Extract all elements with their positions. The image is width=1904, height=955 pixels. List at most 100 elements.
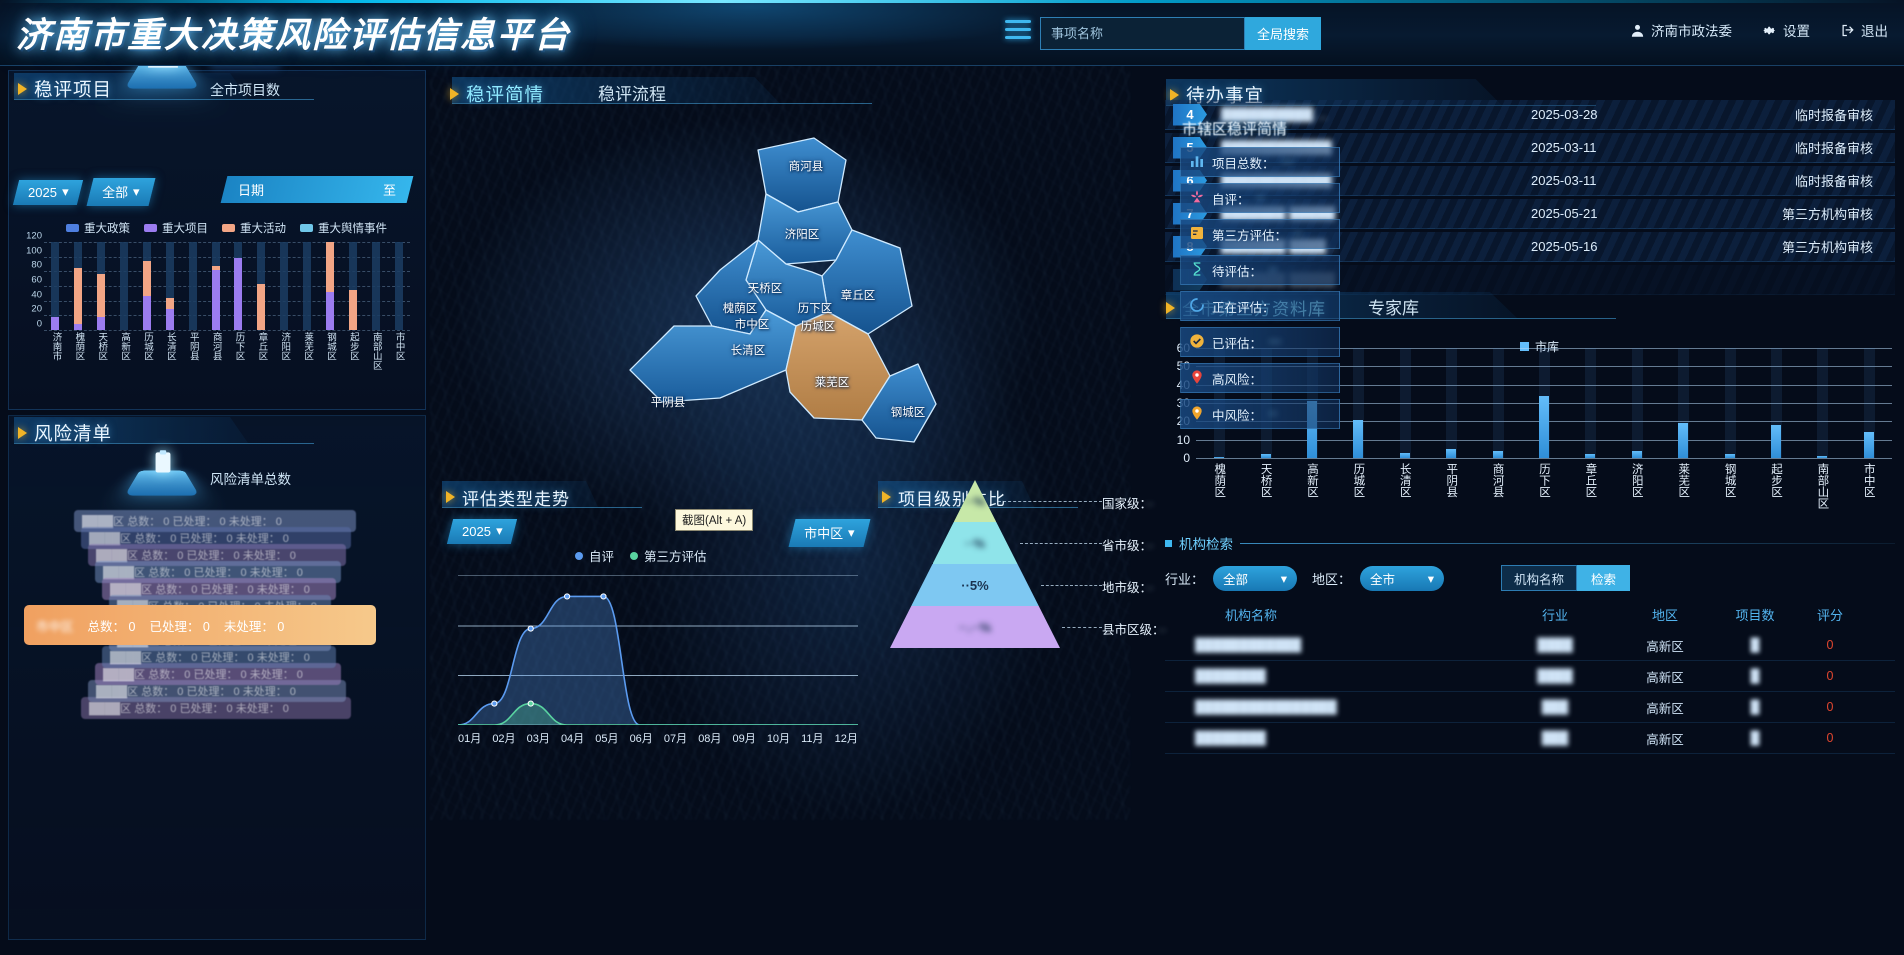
bar-column[interactable] xyxy=(1863,432,1874,458)
pyramid-level[interactable]: ··5% xyxy=(911,564,1039,606)
table-row[interactable]: 4 ██████████ ... 2025-03-28 临时报备审核 xyxy=(1165,100,1895,130)
risk-stack-item[interactable]: ████区 总数： 0 已处理： 0 未处理： 0 xyxy=(102,646,336,668)
org-region: 高新区 xyxy=(1646,670,1684,685)
bar-column[interactable] xyxy=(1214,457,1225,458)
bar-column[interactable] xyxy=(1724,454,1735,458)
col-region: 地区 xyxy=(1651,608,1678,623)
bar-chart-legend: 重大政策 重大项目 重大活动 重大舆情事件 xyxy=(66,220,387,236)
pyramid-level[interactable]: ··% xyxy=(932,522,1018,564)
x-tick-label: 08月 xyxy=(698,733,722,745)
table-row[interactable]: ████████████ ████ 高新区 █ 0 xyxy=(1165,630,1895,661)
data-point[interactable] xyxy=(491,700,498,707)
bar-column[interactable] xyxy=(1817,456,1828,458)
stat-row[interactable]: 项目总数： ··· xyxy=(1180,147,1340,177)
org-region: 高新区 xyxy=(1646,732,1684,747)
stat-row[interactable]: 第三方评估： ·· xyxy=(1180,219,1340,249)
risk-stack-item[interactable]: ████区 总数： 0 已处理： 0 未处理： 0 xyxy=(81,527,351,549)
table-row[interactable]: ████████████████ ███ 高新区 █ 0 xyxy=(1165,692,1895,723)
industry-select[interactable]: 全部 ▾ xyxy=(1213,565,1298,591)
risk-stack-item[interactable]: ████区 总数： 0 已处理： 0 未处理： 0 xyxy=(102,578,336,600)
settings-button[interactable]: 设置 xyxy=(1762,20,1810,40)
legend-item[interactable]: 第三方评估 xyxy=(630,546,707,565)
date-label: 日期 xyxy=(238,183,265,198)
type-select[interactable]: 全部 ▾ xyxy=(86,178,156,206)
bar-chart-plot xyxy=(44,242,410,330)
org-search-button[interactable]: 检索 xyxy=(1577,565,1631,591)
trend-chart: 自评 第三方评估 01月 02月 03月 04月 05月 06月 07月 08月 09月 10月 11… xyxy=(440,480,860,770)
trend-svg xyxy=(457,574,858,726)
risk-stack-item[interactable]: ████区 总数： 0 已处理： 0 未处理： 0 xyxy=(81,697,351,719)
stat-row[interactable]: 中风险： ·· xyxy=(1180,399,1340,429)
risk-region-stack[interactable]: ████区 总数： 0 已处理： 0 未处理： 0 ████区 总数： 0 已处理… xyxy=(6,510,416,740)
bar-column[interactable] xyxy=(1307,401,1317,458)
pyramid-label-value: ·· xyxy=(1158,623,1167,637)
region-select[interactable]: 全市 ▾ xyxy=(1360,565,1445,591)
menu-icon[interactable] xyxy=(1005,20,1031,46)
x-tick-label: 07月 xyxy=(663,733,688,745)
stat-value: ··· xyxy=(1269,335,1282,349)
legend-item[interactable]: 重大项目 xyxy=(144,220,208,236)
tab-wenping-flow[interactable]: 稳评流程 xyxy=(598,85,667,104)
user-account[interactable]: 济南市政法委 xyxy=(1630,20,1732,40)
bar-column[interactable] xyxy=(1260,454,1271,458)
tab-expert-db[interactable]: 专家库 xyxy=(1368,299,1419,318)
bar-column[interactable] xyxy=(1771,425,1781,458)
trend-year-select[interactable]: 2025 ▾ xyxy=(446,519,518,544)
jinan-district-map[interactable]: 商河县 济阳区 天桥区 历下区 槐荫区 市中区 历城区 章丘区 长清区 平阴县 … xyxy=(600,120,980,460)
user-icon xyxy=(1631,24,1644,37)
x-tick-label: 章丘区 xyxy=(1584,463,1597,498)
bar-column[interactable] xyxy=(1446,448,1457,458)
stat-row[interactable]: 高风险： xyxy=(1180,363,1340,393)
table-row[interactable]: ████████ ████ 高新区 █ 0 xyxy=(1165,661,1895,692)
x-tick-label: 04月 xyxy=(560,733,585,745)
data-point[interactable] xyxy=(527,625,534,632)
stat-row[interactable]: 待评估： ·· xyxy=(1180,255,1340,285)
todo-type: 第三方机构审核 xyxy=(1781,240,1873,255)
stat-row[interactable]: 正在评估： ·· xyxy=(1180,291,1340,321)
x-tick-label: 03月 xyxy=(526,733,550,745)
stat-value: ·· xyxy=(1294,227,1303,241)
stat-row[interactable]: 自评： ·· xyxy=(1180,183,1340,213)
todo-date: 2025-03-28 xyxy=(1531,107,1598,122)
risk-stack-item[interactable]: ████区 总数： 0 已处理： 0 未处理： 0 xyxy=(88,680,346,702)
stack-undone: 未处理： 0 xyxy=(223,619,285,634)
bar-column[interactable] xyxy=(1585,454,1596,458)
legend-item[interactable]: 自评 xyxy=(575,546,614,565)
x-tick-label: 11月 xyxy=(801,733,824,745)
risk-stack-item[interactable]: ████区 总数： 0 已处理： 0 未处理： 0 xyxy=(95,561,341,583)
bar-column[interactable] xyxy=(1399,452,1410,458)
x-tick-label: 06月 xyxy=(629,733,653,745)
risk-stack-item-active[interactable]: 市中区 总数： 0 已处理： 0 未处理： 0 xyxy=(24,605,376,645)
table-row[interactable]: ████████ ███ 高新区 █ 0 xyxy=(1165,723,1895,754)
map-svg[interactable] xyxy=(600,120,980,460)
global-search-button[interactable]: 全局搜索 xyxy=(1245,17,1322,50)
org-name-input[interactable]: 机构名称 xyxy=(1501,565,1578,591)
search-input[interactable] xyxy=(1040,17,1245,50)
org-score: 0 xyxy=(1826,731,1834,745)
legend-item[interactable]: 重大政策 xyxy=(66,220,130,236)
data-point[interactable] xyxy=(527,700,534,707)
data-point[interactable] xyxy=(563,593,571,600)
legend-item[interactable]: 重大活动 xyxy=(222,220,286,236)
risk-stack-item[interactable]: ████区 总数： 0 已处理： 0 未处理： 0 xyxy=(74,510,356,532)
trend-region-select[interactable]: 市中区 ▾ xyxy=(788,519,871,547)
bar-column[interactable] xyxy=(1539,395,1549,458)
pyramid-level[interactable]: ··% xyxy=(953,480,997,522)
screenshot-tooltip: 截图(Alt + A) xyxy=(675,509,754,531)
date-range-picker[interactable]: 日期 至 xyxy=(220,176,414,203)
bar-column[interactable] xyxy=(1353,419,1364,458)
stat-row[interactable]: 已评估： ··· xyxy=(1180,327,1340,357)
bar-column[interactable] xyxy=(1631,450,1642,458)
legend-item[interactable]: 重大舆情事件 xyxy=(300,220,387,236)
bar-column[interactable] xyxy=(1492,450,1503,458)
logout-button[interactable]: 退出 xyxy=(1840,20,1888,40)
risk-stack-item[interactable]: ████区 总数： 0 已处理： 0 未处理： 0 xyxy=(88,544,346,566)
bar-column[interactable] xyxy=(1678,423,1689,458)
risk-stack-item[interactable]: ████区 总数： 0 已处理： 0 未处理： 0 xyxy=(95,663,341,685)
bar-segment xyxy=(97,316,106,330)
org-score: 0 xyxy=(1826,700,1834,714)
pyramid-level[interactable]: ··.··% xyxy=(890,606,1060,648)
data-point[interactable] xyxy=(600,593,607,600)
year-select[interactable]: 2025 ▾ xyxy=(12,179,84,205)
tab-wenping-brief[interactable]: 稳评简情 xyxy=(466,83,545,105)
